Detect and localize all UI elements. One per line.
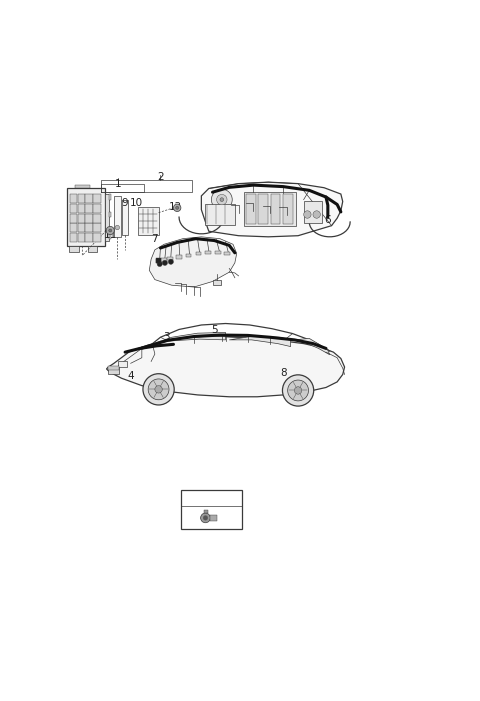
Bar (210, 515, 217, 521)
Bar (94, 233, 100, 242)
Bar (70, 233, 77, 242)
Bar (176, 255, 181, 259)
Polygon shape (162, 332, 226, 341)
Bar (70, 214, 77, 223)
Circle shape (294, 387, 302, 394)
Bar (246, 194, 256, 224)
Text: 7: 7 (152, 233, 158, 244)
Text: 2: 2 (157, 172, 164, 182)
Circle shape (220, 198, 224, 201)
Bar (94, 214, 100, 223)
Bar (108, 367, 119, 374)
Circle shape (143, 374, 174, 405)
Bar (85, 224, 93, 232)
Circle shape (211, 189, 232, 210)
Text: 9: 9 (122, 198, 129, 208)
Bar (94, 204, 100, 213)
Bar (114, 196, 120, 237)
Bar (258, 194, 268, 224)
Bar (186, 254, 192, 257)
Bar (283, 194, 292, 224)
Circle shape (157, 261, 162, 266)
Bar (271, 194, 280, 224)
Bar (88, 246, 97, 252)
Bar (216, 250, 221, 254)
Bar (118, 362, 127, 367)
Bar (78, 194, 85, 203)
Circle shape (155, 386, 162, 393)
Bar (70, 194, 77, 203)
Text: 5: 5 (211, 325, 218, 335)
Bar (70, 204, 77, 213)
Bar (205, 204, 235, 224)
Bar (108, 366, 119, 369)
Bar (85, 204, 93, 213)
Bar (78, 224, 85, 232)
Circle shape (313, 211, 321, 218)
Text: 10: 10 (130, 198, 143, 208)
Bar (94, 194, 100, 203)
Bar (244, 192, 296, 226)
Bar (156, 259, 161, 263)
Circle shape (201, 513, 210, 523)
Text: 13: 13 (204, 491, 219, 505)
Circle shape (168, 259, 173, 264)
Bar (75, 185, 90, 189)
Circle shape (109, 229, 112, 232)
Bar (138, 207, 158, 235)
Bar (85, 214, 93, 223)
Text: 6: 6 (324, 215, 331, 225)
Text: 4: 4 (127, 372, 134, 381)
Bar (213, 280, 221, 285)
Circle shape (216, 194, 227, 205)
Circle shape (115, 225, 120, 230)
Bar (225, 252, 230, 255)
Bar (156, 259, 162, 263)
Bar (304, 200, 322, 223)
Circle shape (288, 380, 309, 401)
Bar (205, 250, 211, 254)
Bar (109, 194, 111, 200)
Bar (85, 194, 93, 203)
Text: 12: 12 (168, 202, 182, 212)
Bar (167, 257, 173, 260)
Circle shape (304, 211, 311, 218)
Circle shape (176, 206, 179, 210)
Text: 11: 11 (104, 230, 117, 240)
Circle shape (173, 204, 181, 212)
Circle shape (106, 226, 114, 235)
Bar (122, 200, 129, 235)
Bar (85, 233, 93, 242)
Polygon shape (294, 339, 330, 355)
Circle shape (203, 516, 208, 520)
Text: 1: 1 (114, 179, 121, 189)
Polygon shape (202, 182, 343, 237)
Bar (78, 204, 85, 213)
Polygon shape (229, 336, 290, 346)
Bar (204, 510, 208, 513)
Bar (70, 224, 77, 232)
Polygon shape (107, 336, 345, 397)
Bar (105, 194, 109, 240)
Polygon shape (149, 237, 237, 287)
Circle shape (282, 375, 314, 406)
Text: 8: 8 (280, 367, 287, 378)
Bar (67, 189, 105, 246)
Circle shape (162, 260, 168, 266)
Circle shape (148, 379, 169, 400)
Bar (181, 490, 242, 529)
Bar (109, 212, 111, 217)
Text: 3: 3 (163, 332, 169, 342)
Bar (109, 233, 111, 238)
Bar (78, 233, 85, 242)
Bar (78, 214, 85, 223)
Bar (196, 252, 202, 255)
Bar (69, 246, 79, 252)
Bar (94, 224, 100, 232)
Bar (161, 258, 167, 261)
